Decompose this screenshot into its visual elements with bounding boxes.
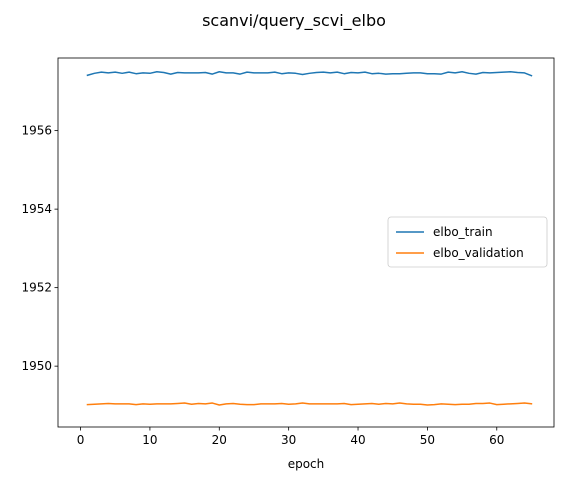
series-line-elbo-train <box>86 70 533 77</box>
x-axis-label: epoch <box>288 457 325 471</box>
legend-label-elbo-validation: elbo_validation <box>433 246 524 260</box>
x-tick-label: 20 <box>212 433 227 447</box>
x-tick-label: 30 <box>281 433 296 447</box>
y-tick-label: 1956 <box>21 124 52 138</box>
x-tick-label: 40 <box>350 433 365 447</box>
series-layer <box>86 70 533 406</box>
x-tick-label: 50 <box>420 433 435 447</box>
x-tick-label: 10 <box>142 433 157 447</box>
legend: elbo_train elbo_validation <box>387 216 548 268</box>
chart-title: scanvi/query_scvi_elbo <box>202 11 386 31</box>
x-tick-label: 60 <box>489 433 504 447</box>
x-tick-label: 0 <box>77 433 85 447</box>
x-axis: 0 10 20 30 40 50 60 <box>77 427 504 447</box>
y-tick-label: 1954 <box>21 202 52 216</box>
legend-box <box>387 216 548 268</box>
y-tick-label: 1952 <box>21 281 52 295</box>
y-axis: 1950 1952 1954 1956 <box>21 124 58 373</box>
series-line-elbo-validation <box>86 402 533 406</box>
plot-frame <box>57 57 555 428</box>
legend-label-elbo-train: elbo_train <box>433 225 493 239</box>
y-tick-label: 1950 <box>21 359 52 373</box>
